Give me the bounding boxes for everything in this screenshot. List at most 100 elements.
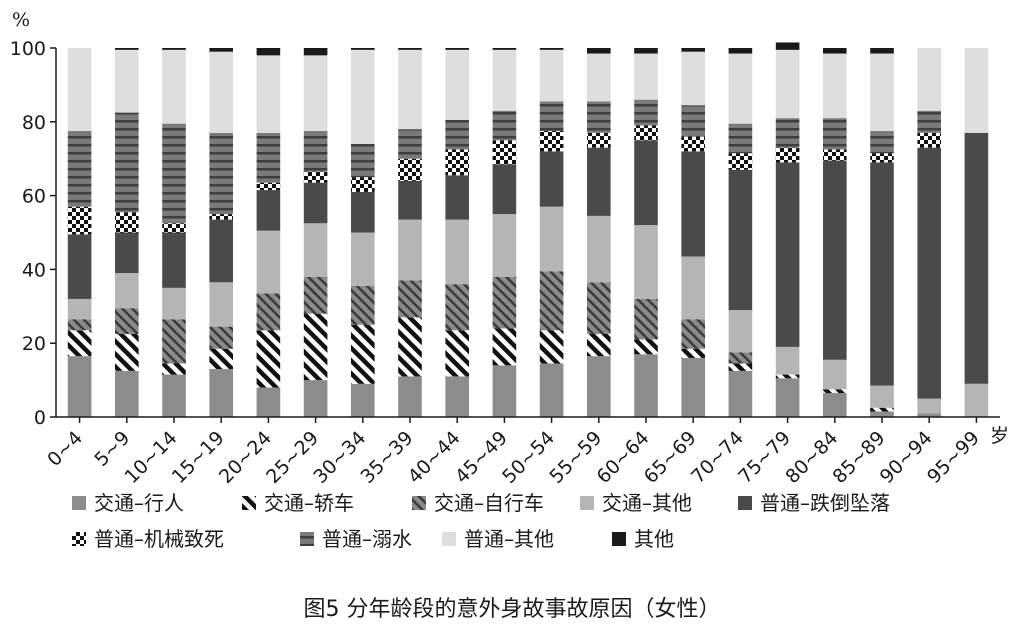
bar-segment	[587, 147, 611, 216]
bar-segment	[209, 51, 233, 133]
bar-segment	[587, 48, 611, 54]
bar-segment	[539, 101, 564, 132]
legend-item: 交通–行人	[72, 491, 184, 515]
bar-segment	[587, 333, 611, 357]
legend-swatch	[412, 496, 426, 510]
bar-segment	[67, 234, 92, 299]
x-tick-label: 70~74	[687, 427, 748, 488]
x-tick-label: 40~44	[404, 427, 465, 488]
legend-swatch	[580, 496, 594, 510]
bar-segment	[303, 182, 328, 224]
bar-segment	[870, 162, 894, 386]
bar-stack	[303, 48, 328, 417]
x-tick-label: 75~79	[734, 427, 795, 488]
y-tick-label: 100	[10, 38, 46, 60]
bar-stack	[775, 42, 800, 417]
legend-item: 交通–其他	[580, 491, 692, 515]
legend-label: 交通–其他	[602, 491, 692, 515]
bar-segment	[303, 171, 328, 183]
legend-swatch	[72, 532, 86, 546]
bar-stack	[256, 48, 281, 417]
bar-segment	[539, 48, 564, 50]
bar-segment	[115, 273, 139, 309]
bar-segment	[115, 112, 139, 213]
legend-label: 普通–跌倒坠落	[760, 491, 890, 515]
bar-stack	[917, 48, 941, 417]
bar-stack	[587, 48, 611, 417]
bar-stack	[162, 48, 186, 417]
bar-segment	[351, 191, 375, 233]
x-tick-label: 60~64	[593, 427, 654, 488]
bar-segment	[728, 123, 753, 154]
bar-segment	[634, 354, 658, 417]
bar-segment	[870, 153, 894, 163]
bar-segment	[539, 151, 564, 207]
bar-stack	[445, 48, 469, 417]
bar-segment	[256, 55, 281, 133]
bar-stack	[681, 48, 705, 417]
bar-stack	[351, 48, 375, 417]
x-tick-label: 85~89	[829, 427, 890, 488]
bar-segment	[162, 374, 186, 417]
bar-segment	[351, 232, 375, 287]
bar-stack	[870, 48, 894, 417]
x-tick-label: 95~99	[923, 427, 984, 488]
y-tick-label: 20	[22, 333, 46, 355]
bar-segment	[775, 147, 800, 163]
bar-segment	[351, 48, 375, 50]
legend-item: 普通–跌倒坠落	[738, 491, 890, 515]
bar-segment	[492, 140, 517, 165]
bar-segment	[67, 131, 92, 207]
legend-swatch	[300, 532, 314, 546]
bar-segment	[398, 49, 422, 130]
legend-label: 其他	[634, 527, 674, 551]
bar-segment	[775, 374, 800, 379]
y-axis: 0 20 40 60 80 100	[10, 38, 57, 429]
bar-segment	[681, 151, 705, 257]
x-tick-label: 80~84	[781, 427, 842, 488]
legend-swatch	[612, 532, 626, 546]
bar-segment	[823, 149, 847, 161]
bar-stack	[823, 48, 847, 417]
bar-segment	[728, 48, 753, 54]
bar-segment	[445, 175, 469, 220]
bar-segment	[115, 308, 139, 334]
x-tick-label: 45~49	[451, 427, 512, 488]
bar-segment	[917, 132, 941, 148]
bar-segment	[67, 298, 92, 320]
bar-segment	[870, 48, 894, 54]
bar-segment	[303, 276, 328, 314]
legend-item: 交通–轿车	[242, 491, 354, 515]
bar-segment	[823, 53, 847, 119]
bar-segment	[351, 286, 375, 325]
x-tick-label: 25~29	[262, 427, 323, 488]
bar-segment	[492, 164, 517, 215]
bar-segment	[209, 348, 233, 370]
bar-stack	[115, 48, 139, 417]
bar-segment	[870, 53, 894, 132]
bar-segment	[823, 160, 847, 360]
bar-segment	[445, 49, 469, 120]
legend-swatch	[442, 532, 456, 546]
bar-segment	[728, 370, 753, 417]
bar-segment	[67, 330, 92, 357]
bar-segment	[775, 378, 800, 417]
bar-segment	[445, 330, 469, 377]
legend-label: 普通–溺水	[322, 527, 412, 551]
bar-segment	[587, 356, 611, 417]
bar-segment	[964, 48, 989, 133]
bar-segment	[964, 132, 989, 384]
figure-caption: 图5 分年龄段的意外身故事故原因（女性）	[304, 597, 721, 622]
bar-stack	[964, 48, 989, 417]
bar-segment	[351, 383, 375, 417]
bar-segment	[209, 48, 233, 52]
bar-segment	[209, 219, 233, 283]
bar-segment	[587, 282, 611, 334]
x-tick-label: 30~34	[309, 427, 370, 488]
bar-segment	[209, 282, 233, 327]
bar-segment	[728, 53, 753, 124]
bar-segment	[115, 370, 139, 417]
bar-segment	[728, 153, 753, 170]
bar-segment	[303, 313, 328, 381]
